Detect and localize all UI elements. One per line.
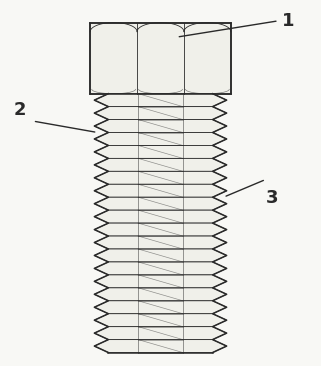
Text: 3: 3 [266, 188, 279, 206]
Polygon shape [94, 223, 227, 236]
Polygon shape [94, 107, 227, 120]
Polygon shape [94, 120, 227, 132]
Polygon shape [94, 262, 227, 275]
Polygon shape [90, 23, 231, 94]
Polygon shape [94, 340, 227, 352]
Text: 2: 2 [13, 101, 26, 119]
Polygon shape [94, 197, 227, 210]
Polygon shape [94, 158, 227, 171]
Polygon shape [94, 171, 227, 184]
Polygon shape [94, 184, 227, 197]
Polygon shape [94, 236, 227, 249]
Polygon shape [94, 275, 227, 288]
Polygon shape [94, 210, 227, 223]
Polygon shape [94, 327, 227, 340]
Polygon shape [105, 94, 216, 352]
Polygon shape [94, 249, 227, 262]
Polygon shape [94, 132, 227, 145]
Polygon shape [94, 288, 227, 301]
Polygon shape [94, 314, 227, 327]
Polygon shape [94, 301, 227, 314]
Polygon shape [94, 145, 227, 158]
Text: 1: 1 [282, 12, 294, 30]
Polygon shape [94, 94, 227, 107]
